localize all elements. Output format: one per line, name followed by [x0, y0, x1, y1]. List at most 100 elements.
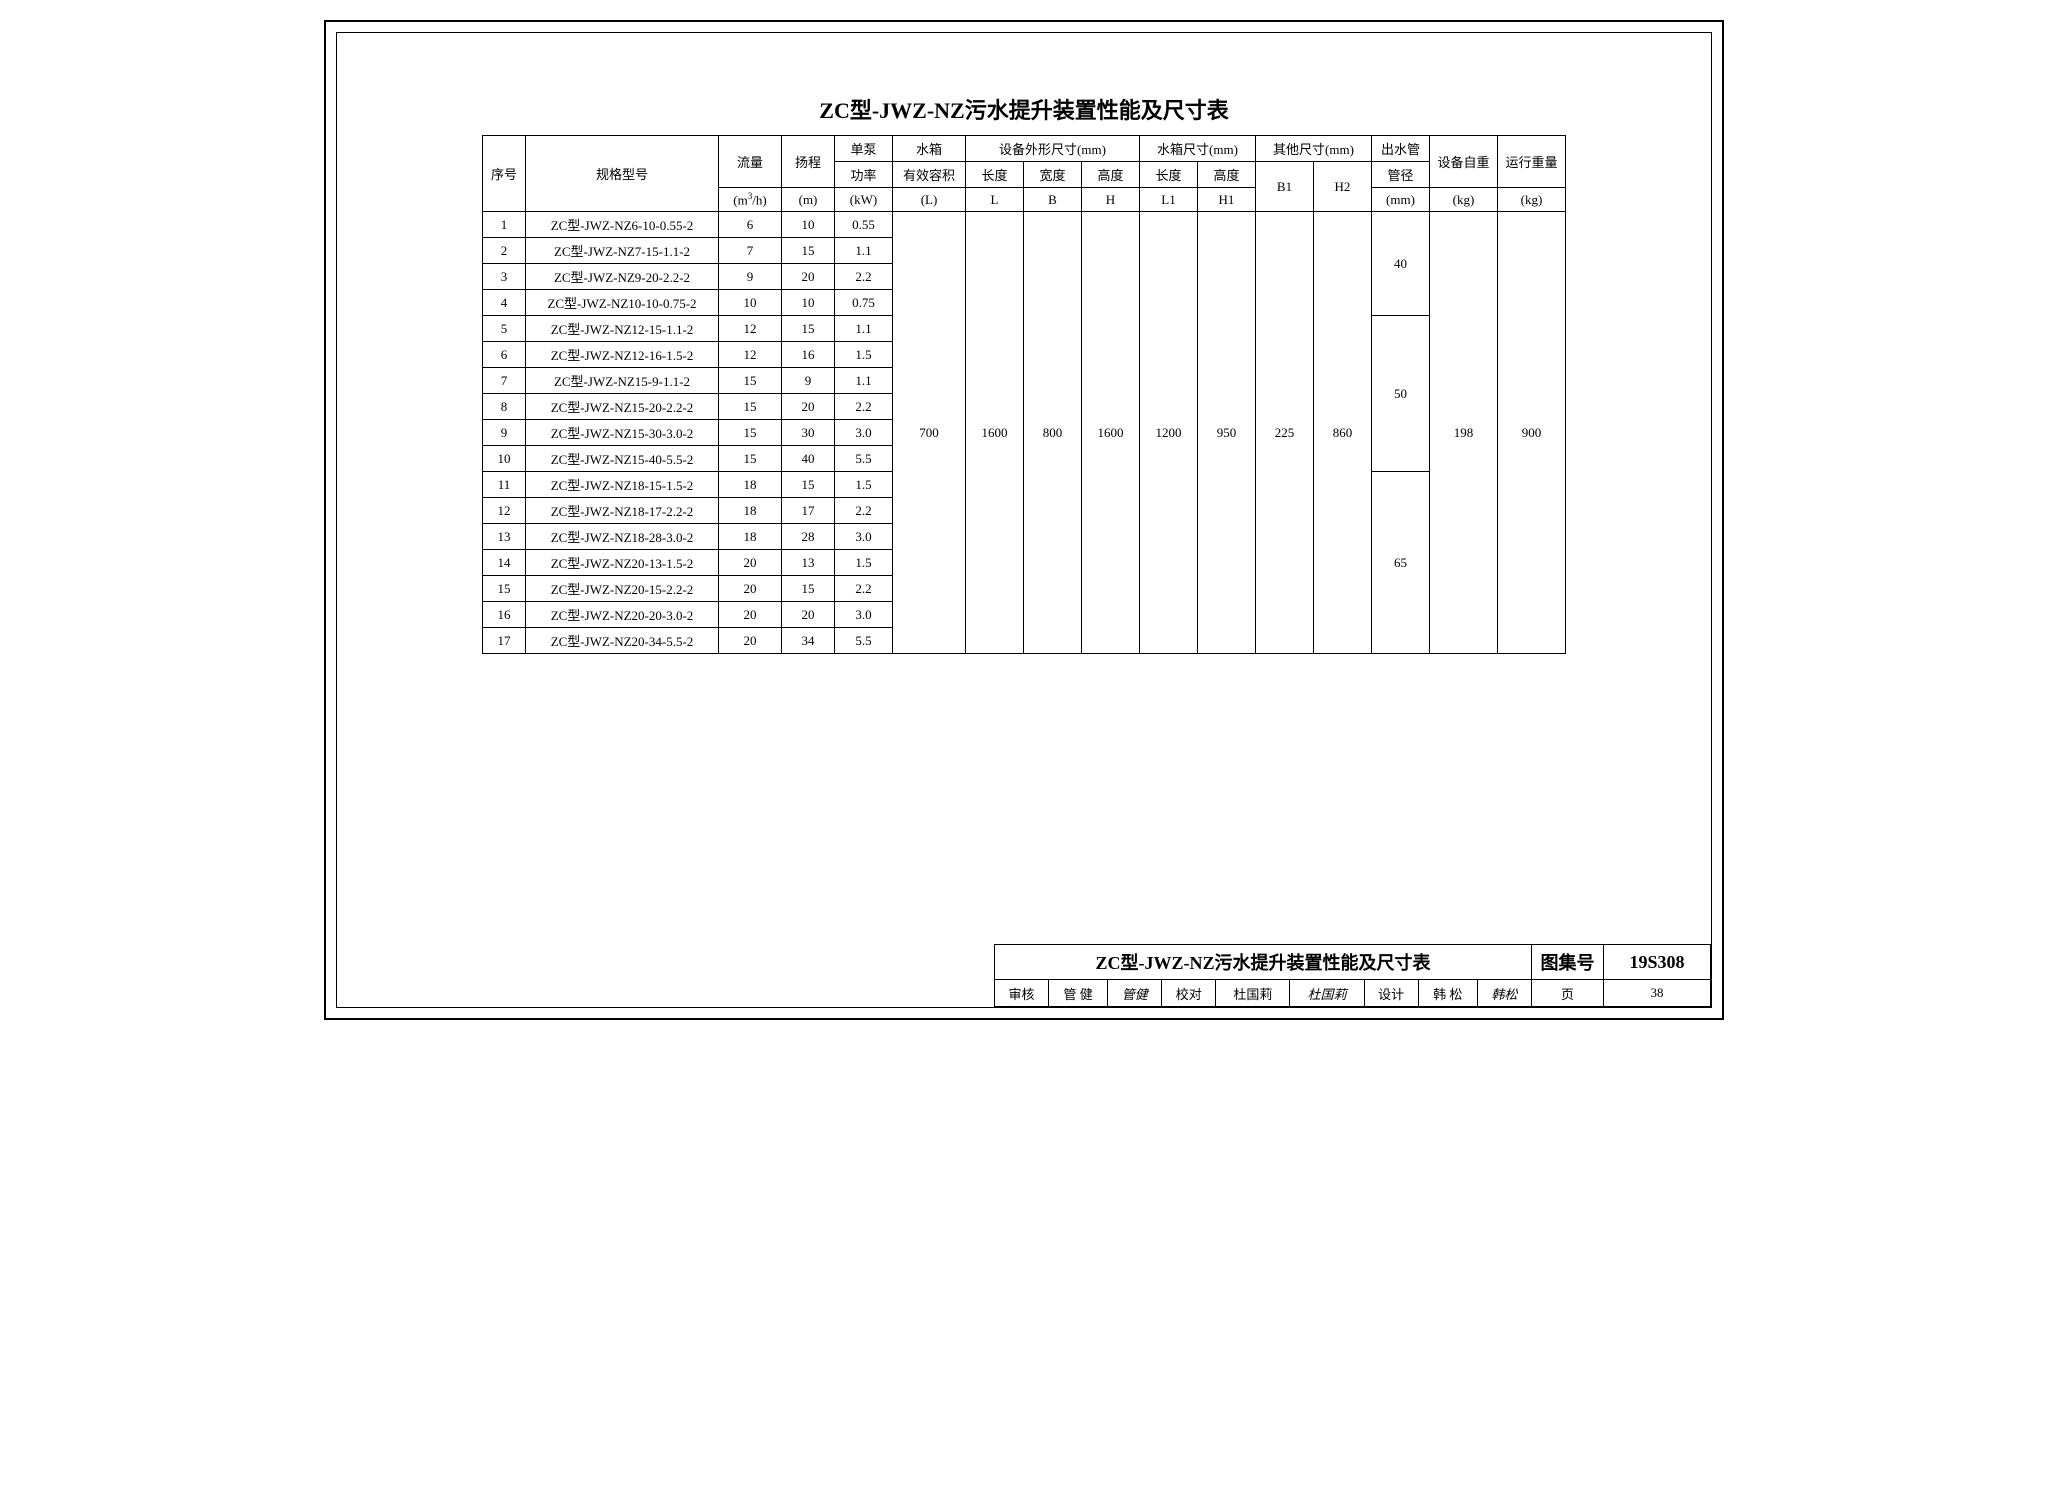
- cell: 40: [782, 446, 835, 472]
- cell: 5: [483, 316, 526, 342]
- cell: 225: [1256, 212, 1314, 654]
- hdr-hei1: 高度: [1198, 162, 1256, 188]
- tb-atlas-label: 图集号: [1532, 945, 1604, 980]
- cell: 1.5: [835, 472, 893, 498]
- hdr-outlet: 出水管: [1372, 136, 1430, 162]
- cell: 40: [1372, 212, 1430, 316]
- cell: 8: [483, 394, 526, 420]
- tb-page-label: 页: [1532, 980, 1604, 1007]
- hdr-flow-unit: (m3/h): [719, 188, 782, 212]
- spec-table: 序号 规格型号 流量 扬程 单泵 水箱 设备外形尺寸(mm) 水箱尺寸(mm) …: [482, 135, 1566, 654]
- cell: 7: [719, 238, 782, 264]
- cell: ZC型-JWZ-NZ20-20-3.0-2: [526, 602, 719, 628]
- cell: 9: [483, 420, 526, 446]
- cell: 1.1: [835, 368, 893, 394]
- cell: 15: [782, 576, 835, 602]
- cell: 18: [719, 498, 782, 524]
- title-block: ZC型-JWZ-NZ污水提升装置性能及尺寸表 图集号 19S308 审核 管 健…: [994, 944, 1711, 1007]
- cell: 198: [1430, 212, 1498, 654]
- hdr-other-dim: 其他尺寸(mm): [1256, 136, 1372, 162]
- hdr-runw-unit: (kg): [1498, 188, 1566, 212]
- cell: 800: [1024, 212, 1082, 654]
- cell: ZC型-JWZ-NZ15-30-3.0-2: [526, 420, 719, 446]
- cell: 28: [782, 524, 835, 550]
- cell: 10: [782, 212, 835, 238]
- cell: 16: [782, 342, 835, 368]
- hdr-seq: 序号: [483, 136, 526, 212]
- cell: 12: [719, 342, 782, 368]
- cell: 65: [1372, 472, 1430, 654]
- cell: ZC型-JWZ-NZ15-9-1.1-2: [526, 368, 719, 394]
- cell: 15: [782, 316, 835, 342]
- hdr-hei1-sym: H1: [1198, 188, 1256, 212]
- cell: ZC型-JWZ-NZ15-40-5.5-2: [526, 446, 719, 472]
- hdr-tank-dim: 水箱尺寸(mm): [1140, 136, 1256, 162]
- cell: 7: [483, 368, 526, 394]
- cell: 2.2: [835, 576, 893, 602]
- cell: 1.1: [835, 316, 893, 342]
- cell: ZC型-JWZ-NZ7-15-1.1-2: [526, 238, 719, 264]
- hdr-selfw-unit: (kg): [1430, 188, 1498, 212]
- outer-frame: ZC型-JWZ-NZ污水提升装置性能及尺寸表 序号 规格型号 流量 扬程 单泵 …: [324, 20, 1724, 1020]
- table-row: 1ZC型-JWZ-NZ6-10-0.55-26100.5570016008001…: [483, 212, 1566, 238]
- cell: 1.5: [835, 550, 893, 576]
- cell: 15: [782, 238, 835, 264]
- tb-design-sig: 韩松: [1477, 980, 1531, 1007]
- tb-review-sig: 管健: [1108, 980, 1162, 1007]
- cell: ZC型-JWZ-NZ18-28-3.0-2: [526, 524, 719, 550]
- tb-review-label: 审核: [995, 980, 1049, 1007]
- hdr-tank: 水箱: [893, 136, 966, 162]
- cell: ZC型-JWZ-NZ18-17-2.2-2: [526, 498, 719, 524]
- hdr-tank2: 有效容积: [893, 162, 966, 188]
- cell: 30: [782, 420, 835, 446]
- cell: 1.1: [835, 238, 893, 264]
- cell: 2: [483, 238, 526, 264]
- cell: 1600: [1082, 212, 1140, 654]
- cell: 16: [483, 602, 526, 628]
- cell: 50: [1372, 316, 1430, 472]
- cell: 0.75: [835, 290, 893, 316]
- cell: 17: [782, 498, 835, 524]
- cell: 10: [782, 290, 835, 316]
- cell: 20: [719, 628, 782, 654]
- cell: ZC型-JWZ-NZ6-10-0.55-2: [526, 212, 719, 238]
- cell: 12: [483, 498, 526, 524]
- cell: 1.5: [835, 342, 893, 368]
- cell: 15: [782, 472, 835, 498]
- cell: ZC型-JWZ-NZ12-15-1.1-2: [526, 316, 719, 342]
- cell: ZC型-JWZ-NZ9-20-2.2-2: [526, 264, 719, 290]
- cell: 20: [719, 550, 782, 576]
- cell: 2.2: [835, 264, 893, 290]
- cell: 3: [483, 264, 526, 290]
- hdr-outlet2: 管径: [1372, 162, 1430, 188]
- hdr-len1-sym: L1: [1140, 188, 1198, 212]
- cell: ZC型-JWZ-NZ20-13-1.5-2: [526, 550, 719, 576]
- cell: 15: [719, 446, 782, 472]
- cell: 17: [483, 628, 526, 654]
- cell: 9: [782, 368, 835, 394]
- cell: 13: [782, 550, 835, 576]
- tb-main-title: ZC型-JWZ-NZ污水提升装置性能及尺寸表: [995, 945, 1532, 980]
- cell: 1: [483, 212, 526, 238]
- cell: 0.55: [835, 212, 893, 238]
- hdr-len: 长度: [966, 162, 1024, 188]
- hdr-tank-unit: (L): [893, 188, 966, 212]
- hdr-equip-dim: 设备外形尺寸(mm): [966, 136, 1140, 162]
- cell: 3.0: [835, 602, 893, 628]
- cell: ZC型-JWZ-NZ20-34-5.5-2: [526, 628, 719, 654]
- cell: 9: [719, 264, 782, 290]
- cell: ZC型-JWZ-NZ12-16-1.5-2: [526, 342, 719, 368]
- tb-check-sig: 杜国莉: [1290, 980, 1364, 1007]
- tb-review-name: 管 健: [1049, 980, 1108, 1007]
- hdr-outlet-unit: (mm): [1372, 188, 1430, 212]
- tb-design-label: 设计: [1364, 980, 1418, 1007]
- hdr-flow: 流量: [719, 136, 782, 188]
- hdr-model: 规格型号: [526, 136, 719, 212]
- cell: 4: [483, 290, 526, 316]
- hdr-head: 扬程: [782, 136, 835, 188]
- tb-atlas-no: 19S308: [1604, 945, 1711, 980]
- hdr-head-unit: (m): [782, 188, 835, 212]
- cell: 18: [719, 472, 782, 498]
- cell: 11: [483, 472, 526, 498]
- cell: 6: [719, 212, 782, 238]
